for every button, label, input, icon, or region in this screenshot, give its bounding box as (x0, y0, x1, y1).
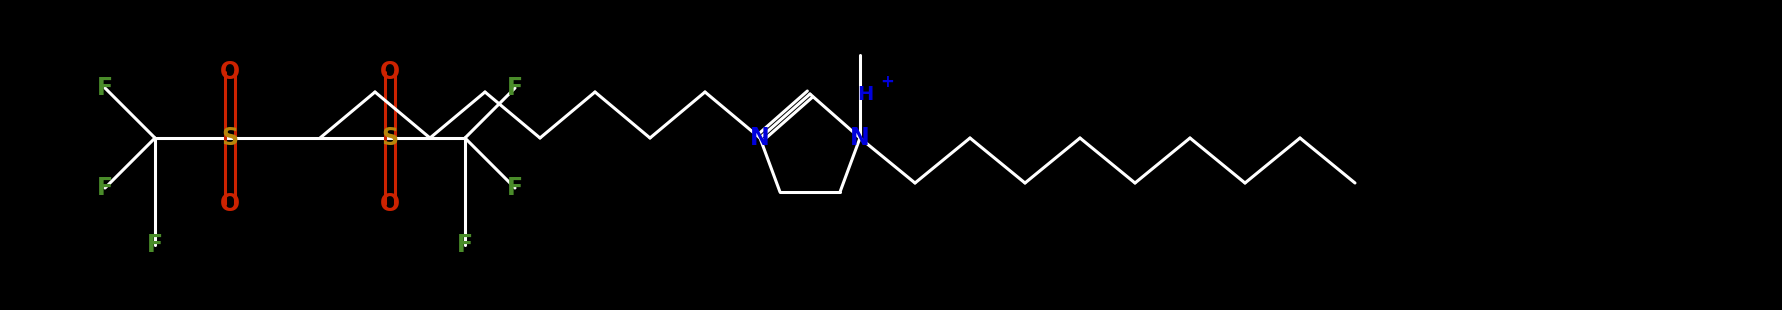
Text: +: + (880, 73, 893, 91)
Text: F: F (456, 233, 472, 257)
Text: F: F (506, 176, 522, 200)
Text: F: F (506, 76, 522, 100)
Text: F: F (96, 76, 112, 100)
Text: O: O (219, 60, 241, 84)
Text: H: H (857, 85, 873, 104)
Text: O: O (380, 192, 399, 216)
Text: F: F (146, 233, 162, 257)
Text: S: S (221, 126, 239, 150)
Text: O: O (380, 60, 399, 84)
Text: N: N (850, 126, 870, 150)
Text: N: N (750, 126, 770, 150)
Text: F: F (96, 176, 112, 200)
Text: O: O (219, 192, 241, 216)
Text: S: S (381, 126, 399, 150)
